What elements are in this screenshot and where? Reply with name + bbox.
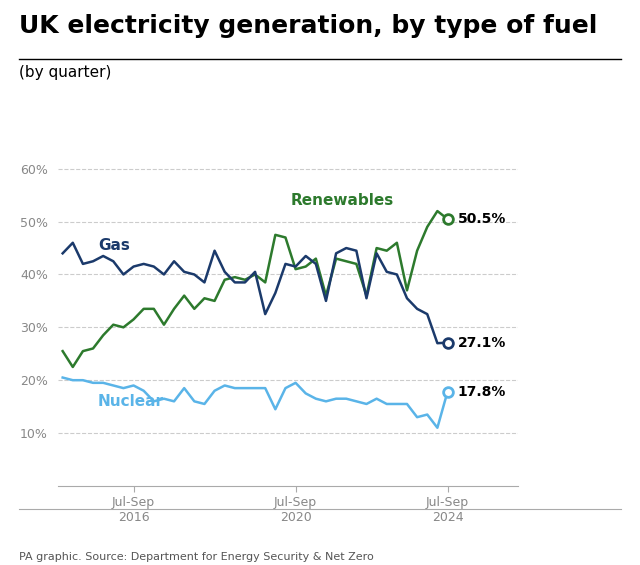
Text: Nuclear: Nuclear — [98, 394, 164, 409]
Text: Renewables: Renewables — [291, 193, 394, 208]
Text: PA graphic. Source: Department for Energy Security & Net Zero: PA graphic. Source: Department for Energ… — [19, 552, 374, 562]
Text: UK electricity generation, by type of fuel: UK electricity generation, by type of fu… — [19, 14, 598, 38]
Text: 17.8%: 17.8% — [458, 385, 506, 399]
Text: (by quarter): (by quarter) — [19, 65, 111, 80]
Text: 50.5%: 50.5% — [458, 212, 506, 226]
Text: Gas: Gas — [98, 238, 130, 253]
Text: 27.1%: 27.1% — [458, 336, 506, 350]
